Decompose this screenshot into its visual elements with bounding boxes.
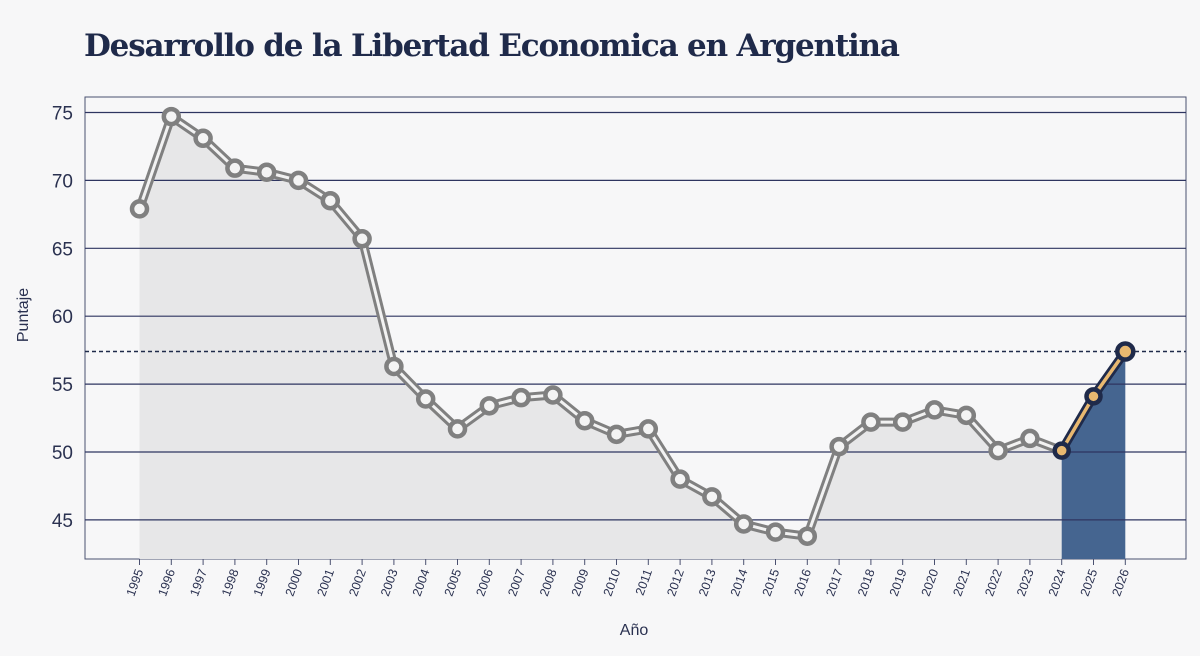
x-tick-label: 2021 (950, 567, 973, 598)
data-point (447, 419, 468, 439)
x-tick-label: 1999 (251, 567, 274, 598)
x-tick-label: 2001 (314, 567, 337, 598)
x-axis-label: Año (620, 622, 649, 639)
data-point (288, 170, 309, 191)
data-point (479, 396, 500, 416)
y-tick-label: 45 (52, 511, 73, 532)
x-tick-label: 1997 (187, 567, 210, 598)
x-tick-label: 2000 (283, 567, 306, 598)
data-point (765, 522, 786, 542)
projection-area (1061, 351, 1126, 559)
data-point (924, 400, 945, 420)
x-tick-label: 2010 (601, 567, 624, 598)
data-point (193, 128, 213, 149)
y-tick-label: 60 (52, 307, 73, 328)
data-point (1020, 428, 1040, 449)
x-tick-label: 1998 (219, 567, 242, 598)
data-point (670, 469, 690, 489)
data-point (988, 440, 1008, 461)
historical-area (139, 116, 1062, 559)
data-point (256, 162, 277, 183)
data-point (606, 424, 627, 445)
projection-point (1084, 387, 1103, 406)
x-tick-label: 2012 (664, 567, 687, 598)
x-tick-label: 2019 (887, 567, 910, 598)
x-tick-label: 2006 (473, 567, 496, 598)
x-tick-label: 2009 (569, 567, 592, 598)
data-point (320, 191, 341, 211)
x-tick-label: 1995 (124, 567, 147, 598)
y-tick-label: 50 (52, 443, 73, 464)
data-point (352, 229, 372, 249)
x-tick-label: 2007 (505, 567, 528, 598)
x-tick-label: 2014 (728, 567, 751, 598)
x-tick-label: 2011 (633, 567, 655, 597)
x-tick-label: 2022 (982, 567, 1005, 598)
x-tick-label: 2018 (855, 567, 878, 598)
data-point (161, 106, 182, 127)
data-point (129, 199, 150, 219)
x-tick-label: 2017 (823, 567, 846, 598)
y-tick-label: 65 (52, 239, 73, 260)
x-tick-label: 2004 (410, 567, 433, 598)
chart-title: Desarrollo de la Libertad Economica en A… (84, 28, 900, 64)
x-tick-label: 2023 (1014, 567, 1037, 598)
x-tick-label: 2020 (919, 567, 942, 598)
data-point (574, 411, 595, 431)
x-tick-label: 2002 (346, 567, 369, 598)
data-point (892, 412, 913, 432)
data-point (733, 514, 754, 534)
x-tick-label: 2015 (760, 567, 783, 598)
projection-point (1052, 441, 1071, 460)
data-point (384, 356, 404, 377)
x-tick-label: 2003 (378, 567, 401, 598)
x-tick-label: 1996 (155, 567, 178, 598)
x-tick-label: 2008 (537, 567, 560, 598)
data-point (956, 405, 977, 426)
data-point (638, 419, 659, 439)
data-point (702, 487, 722, 507)
y-tick-label: 70 (52, 171, 73, 192)
data-point (511, 387, 531, 408)
data-point (543, 385, 563, 405)
y-tick-label: 75 (52, 104, 73, 125)
data-point (829, 436, 849, 457)
x-tick-label: 2013 (696, 567, 719, 598)
data-point (225, 158, 245, 178)
y-tick-label: 55 (52, 375, 73, 396)
x-tick-label: 2026 (1109, 567, 1132, 598)
x-tick-label: 2016 (791, 567, 814, 598)
x-tick-label: 2025 (1078, 567, 1101, 598)
x-tick-label: 2005 (442, 567, 465, 598)
x-tick-label: 2024 (1046, 567, 1069, 598)
data-point (415, 389, 436, 409)
y-axis-label: Puntaje (15, 288, 32, 342)
projection-point (1115, 341, 1136, 362)
data-point (861, 412, 881, 432)
data-point (797, 526, 818, 546)
